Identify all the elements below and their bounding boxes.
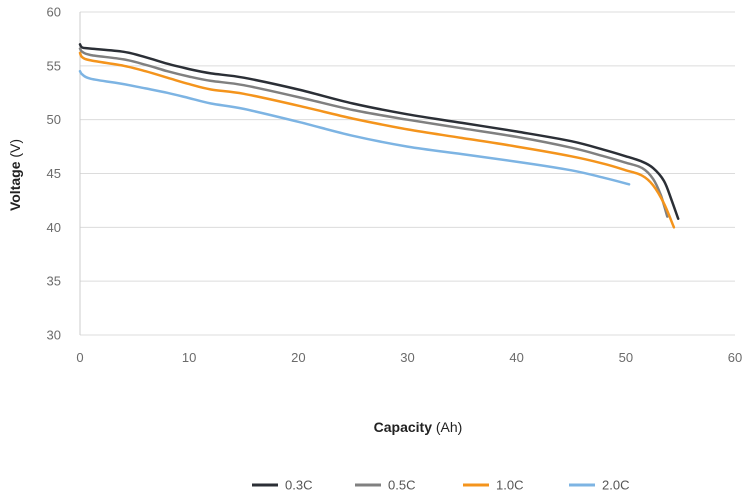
- legend-label-0.5C: 0.5C: [388, 478, 415, 493]
- series-lines: [78, 43, 680, 229]
- x-tick-label: 10: [182, 350, 196, 365]
- x-tick-label: 30: [400, 350, 414, 365]
- x-axis-title-label: Capacity: [374, 419, 433, 435]
- x-axis-title-unit: (Ah): [436, 419, 462, 435]
- series-line-0.3C: [78, 43, 680, 220]
- y-tick-label: 60: [47, 5, 61, 20]
- x-tick-label: 50: [619, 350, 633, 365]
- y-tick-labels: 30 35 40 45 50 55 60: [47, 5, 61, 343]
- series-line-2.0C: [78, 69, 631, 186]
- x-tick-label: 40: [509, 350, 523, 365]
- y-tick-label: 35: [47, 274, 61, 289]
- series-line-0.5C: [78, 47, 669, 218]
- y-tick-label: 45: [47, 166, 61, 181]
- y-axis-title-label: Voltage: [7, 161, 23, 211]
- x-tick-labels: 0 10 20 30 40 50 60: [76, 350, 742, 365]
- y-axis-title-unit: (V): [7, 139, 23, 158]
- y-tick-label: 30: [47, 328, 61, 343]
- x-axis-title: Capacity (Ah): [374, 419, 463, 435]
- x-tick-label: 0: [76, 350, 83, 365]
- y-axis-title: Voltage (V): [7, 139, 23, 211]
- legend-label-0.3C: 0.3C: [285, 478, 312, 493]
- series-line-1.0C: [78, 51, 676, 229]
- legend-label-1.0C: 1.0C: [496, 478, 523, 493]
- legend-label-2.0C: 2.0C: [602, 478, 629, 493]
- y-tick-label: 50: [47, 112, 61, 127]
- y-tick-label: 55: [47, 58, 61, 73]
- legend: 0.3C 0.5C 1.0C 2.0C: [252, 478, 629, 493]
- y-tick-label: 40: [47, 220, 61, 235]
- x-tick-label: 20: [291, 350, 305, 365]
- x-tick-label: 60: [728, 350, 742, 365]
